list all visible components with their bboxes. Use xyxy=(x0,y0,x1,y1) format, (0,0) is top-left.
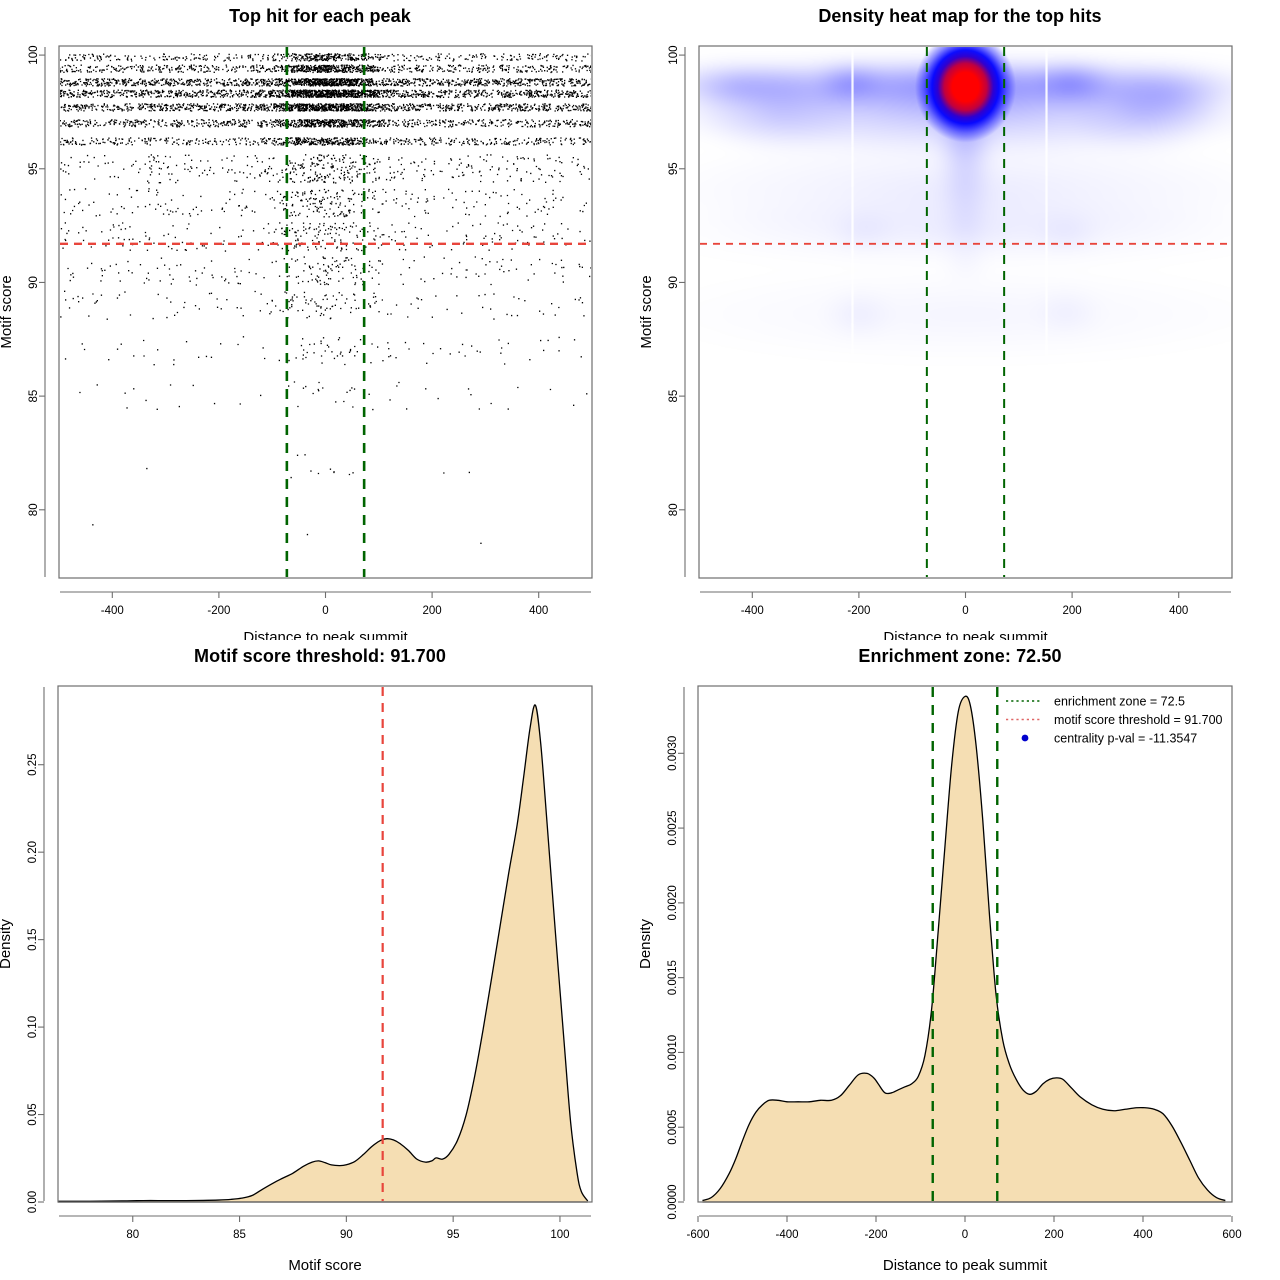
x-tick-label: 100 xyxy=(550,1229,569,1241)
x-tick-label: 200 xyxy=(1063,605,1082,617)
y-tick-label: 100 xyxy=(28,46,40,65)
y-axis-title: Density xyxy=(0,918,14,969)
y-tick-label: 0.0020 xyxy=(667,885,679,920)
y-tick-label: 90 xyxy=(668,276,680,289)
x-tick-label: -600 xyxy=(686,1229,709,1241)
y-tick-label: 85 xyxy=(28,390,40,403)
y-tick-label: 0.0005 xyxy=(667,1110,679,1145)
x-axis-title: Distance to peak summit xyxy=(883,629,1048,640)
y-tick-label: 0.20 xyxy=(27,841,39,863)
y-tick-label: 0.0030 xyxy=(667,736,679,771)
y-tick-label: 0.05 xyxy=(27,1103,39,1125)
x-tick-label: 600 xyxy=(1222,1229,1241,1241)
y-tick-label: 0.00 xyxy=(27,1191,39,1213)
x-tick-label: 0 xyxy=(962,1229,968,1241)
x-tick-label: 90 xyxy=(340,1229,353,1241)
x-axis-title: Motif score xyxy=(288,1257,361,1274)
legend-marker-point xyxy=(1021,734,1029,742)
panel-title: Top hit for each peak xyxy=(229,6,411,26)
panel-title: Motif score threshold: 91.700 xyxy=(194,646,446,666)
scatter-points xyxy=(60,53,591,544)
x-tick-label: 80 xyxy=(126,1229,139,1241)
panel-motif-score-density: Motif score threshold: 91.700 80 85 90 95 10… xyxy=(0,640,640,1280)
y-tick-label: 95 xyxy=(28,162,40,175)
y-tick-label: 0.0010 xyxy=(667,1035,679,1070)
x-tick-label: 85 xyxy=(233,1229,246,1241)
x-tick-label: 95 xyxy=(447,1229,460,1241)
heatmap-hotspot xyxy=(914,47,1017,143)
y-tick-label: 90 xyxy=(28,276,40,289)
legend-label: enrichment zone = 72.5 xyxy=(1054,695,1185,709)
y-axis-title: Motif score xyxy=(640,275,655,348)
x-tick-label: 200 xyxy=(423,605,442,617)
y-tick-label: 0.15 xyxy=(27,928,39,950)
y-tick-label: 0.0000 xyxy=(667,1184,679,1219)
y-axis-title: Motif score xyxy=(0,275,15,348)
x-tick-label: -400 xyxy=(741,605,764,617)
scatter-point-cloud xyxy=(60,53,591,544)
panel-top-hit-scatter: Top hit for each peak -400 -200 0 200 400 Dis… xyxy=(0,0,640,640)
x-tick-label: 200 xyxy=(1044,1229,1063,1241)
y-tick-label: 0.0025 xyxy=(667,810,679,845)
density-curve xyxy=(702,695,1226,1202)
x-tick-label: 0 xyxy=(322,605,328,617)
x-axis-title: Distance to peak summit xyxy=(243,629,408,640)
density-area xyxy=(702,696,1226,1202)
y-tick-label: 80 xyxy=(28,503,40,516)
x-tick-label: 400 xyxy=(1133,1229,1152,1241)
enrichment-zone-density-plot: -600 -400 -200 0 200 400 600 Distance to peak s… xyxy=(640,685,1242,1274)
legend-label: centrality p-val = -11.3547 xyxy=(1054,732,1197,746)
x-tick-label: -400 xyxy=(101,605,124,617)
panel-enrichment-zone-density: Enrichment zone: 72.50 -600 -400 -200 0 200 4… xyxy=(640,640,1280,1280)
y-tick-label: 100 xyxy=(668,46,680,65)
y-tick-label: 80 xyxy=(668,503,680,516)
y-tick-label: 0.10 xyxy=(27,1016,39,1038)
density-curve xyxy=(57,704,589,1202)
y-tick-label: 0.25 xyxy=(27,754,39,776)
panel-title: Density heat map for the top hits xyxy=(818,6,1102,26)
x-tick-label: 0 xyxy=(962,605,968,617)
x-tick-label: 400 xyxy=(529,605,548,617)
y-tick-label: 85 xyxy=(668,390,680,403)
y-tick-label: 0.0015 xyxy=(667,960,679,995)
x-tick-label: -200 xyxy=(864,1229,887,1241)
x-tick-label: -400 xyxy=(775,1229,798,1241)
x-tick-label: -200 xyxy=(847,605,870,617)
panel-title: Enrichment zone: 72.50 xyxy=(858,646,1062,666)
x-tick-label: 400 xyxy=(1169,605,1188,617)
x-axis-title: Distance to peak summit xyxy=(883,1257,1048,1274)
legend-label: motif score threshold = 91.700 xyxy=(1054,713,1223,727)
heatmap-density-field xyxy=(700,47,1231,577)
motif-score-density-plot: 80 85 90 95 100 Motif score 0.00 0.05 0.10 0.15 0.… xyxy=(0,685,593,1274)
legend: enrichment zone = 72.5 motif score thresh… xyxy=(1006,695,1223,746)
heatmap-plot: -400 -200 0 200 400 Distance to peak summit 80… xyxy=(640,45,1233,640)
y-axis-title: Density xyxy=(640,918,654,969)
y-tick-label: 95 xyxy=(668,162,680,175)
x-tick-label: -200 xyxy=(207,605,230,617)
scatter-plot: -400 -200 0 200 400 Distance to peak summit 80… xyxy=(0,45,593,640)
density-area xyxy=(58,704,588,1202)
panel-density-heatmap: Density heat map for the top hits -400 -2… xyxy=(640,0,1280,640)
